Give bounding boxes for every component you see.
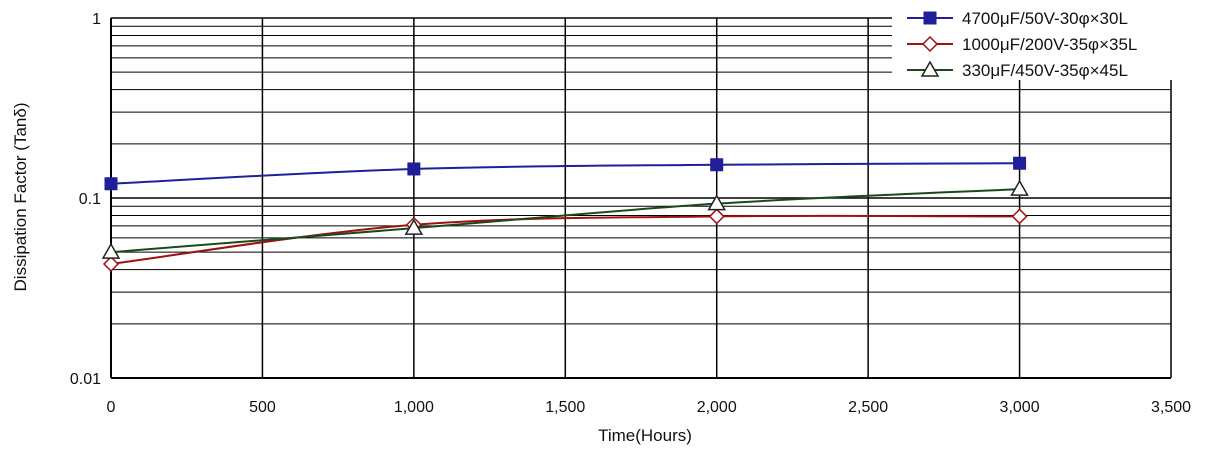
- x-tick-label: 0: [107, 399, 116, 416]
- x-tick-label: 500: [249, 399, 276, 416]
- series-3: [101, 179, 1029, 259]
- legend-label: 330μF/450V-35φ×45L: [962, 61, 1128, 80]
- legend: 4700μF/50V-30φ×30L 1000μF/200V-35φ×35L 330…: [892, 4, 1204, 80]
- x-tick-label: 1,000: [394, 399, 434, 416]
- data-point: [404, 218, 424, 235]
- series-lines: [101, 156, 1029, 273]
- x-tick-label: 3,000: [1000, 399, 1040, 416]
- legend-entry: 330μF/450V-35φ×45L: [907, 60, 1128, 80]
- data-point: [1010, 179, 1029, 196]
- data-point: [707, 194, 727, 211]
- axes: [110, 18, 1171, 379]
- x-axis-label: Time(Hours): [598, 426, 692, 445]
- data-point: [1011, 208, 1028, 225]
- data-point: [102, 255, 120, 273]
- series-line: [110, 162, 1020, 185]
- legend-marker: [921, 35, 939, 53]
- data-point: [104, 177, 118, 191]
- y-tick-labels: 0.01 0.1 1: [70, 11, 101, 388]
- data-point: [101, 242, 121, 259]
- legend-marker: [920, 60, 940, 77]
- data-point: [1013, 156, 1027, 170]
- legend-entry: 4700μF/50V-30φ×30L: [907, 9, 1128, 28]
- data-point: [407, 162, 421, 176]
- legend-marker: [923, 11, 937, 25]
- legend-label: 4700μF/50V-30φ×30L: [962, 9, 1128, 28]
- x-tick-label: 2,500: [848, 399, 888, 416]
- y-axis-label: Dissipation Factor (Tanδ): [11, 103, 30, 292]
- series-1: [104, 156, 1027, 191]
- x-tick-label: 1,500: [545, 399, 585, 416]
- y-tick-label: 0.01: [70, 371, 101, 388]
- x-tick-label: 3,500: [1151, 399, 1191, 416]
- data-point: [708, 208, 725, 225]
- legend-entry: 1000μF/200V-35φ×35L: [907, 35, 1137, 54]
- series-line: [110, 188, 1020, 254]
- y-tick-label: 1: [92, 11, 101, 28]
- legend-box: [892, 4, 1204, 80]
- x-tick-labels: 0 500 1,000 1,500 2,000 2,500 3,000 3,500: [107, 399, 1192, 416]
- series-line: [110, 214, 1020, 265]
- data-point: [710, 158, 724, 172]
- x-tick-label: 2,000: [697, 399, 737, 416]
- legend-label: 1000μF/200V-35φ×35L: [962, 35, 1137, 54]
- y-tick-label: 0.1: [79, 191, 101, 208]
